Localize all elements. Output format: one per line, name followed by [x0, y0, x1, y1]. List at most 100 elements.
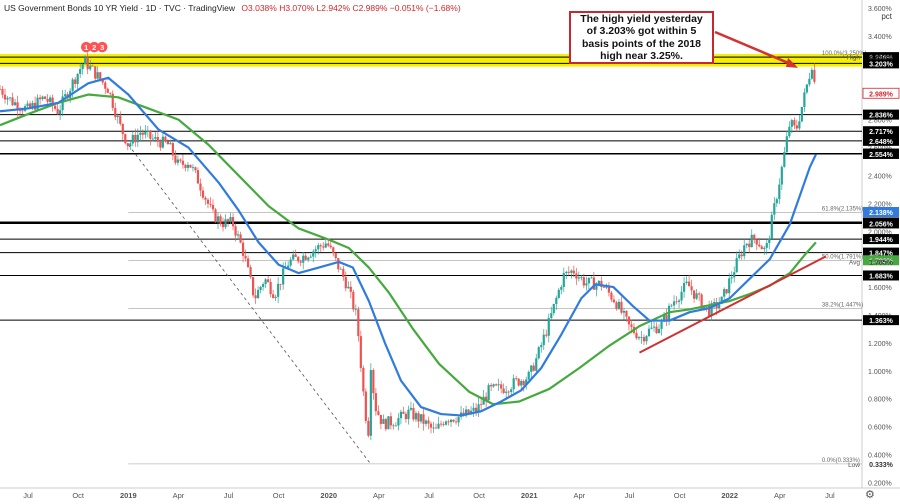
level-badge — [863, 135, 899, 146]
candle-body — [274, 296, 277, 298]
callout-arrow — [714, 30, 796, 67]
candle-body — [199, 183, 202, 191]
value-badge-text: 1.785% — [869, 259, 894, 266]
candle-body — [540, 345, 543, 348]
candle-body — [41, 96, 44, 100]
candle-body — [454, 421, 458, 423]
candle-body — [181, 160, 185, 165]
x-tick-label: Apr — [173, 491, 185, 500]
candle-body — [775, 199, 778, 204]
y-tick-label: 2.400% — [868, 173, 892, 180]
candle-body — [640, 337, 643, 338]
candle-body — [485, 396, 488, 401]
candle-body — [36, 97, 39, 110]
candle-body — [480, 404, 483, 406]
candle-body — [339, 268, 342, 270]
candle-body — [630, 324, 633, 327]
candle-body — [432, 427, 435, 429]
candle-body — [81, 64, 84, 70]
candle-body — [89, 65, 92, 70]
candle-body — [161, 136, 164, 148]
candle-body — [51, 97, 54, 106]
candle-body — [214, 209, 217, 223]
candle-body — [693, 290, 696, 299]
level-badge — [863, 148, 899, 159]
y-tick-label: 1.000% — [868, 369, 892, 376]
candle-body — [131, 134, 134, 144]
candle-body — [449, 419, 453, 423]
candle-body — [166, 141, 169, 145]
candle-body — [477, 404, 480, 413]
moving-average-fast — [0, 76, 817, 417]
top-marker-label: 1 — [84, 43, 88, 52]
top-marker-label: 2 — [92, 43, 96, 52]
settings-gear-icon[interactable]: ⚙ — [865, 489, 875, 501]
candle-body — [389, 416, 393, 426]
x-tick-label: 2019 — [120, 491, 137, 500]
candle-body — [552, 303, 555, 314]
candle-body — [206, 199, 210, 204]
candle-body — [652, 326, 656, 328]
level-badge-text: 1.683% — [869, 273, 894, 280]
x-tick-label: Apr — [373, 491, 385, 500]
candle-body — [522, 381, 525, 385]
candle-body — [437, 423, 440, 429]
candle-body — [44, 96, 47, 99]
candle-body — [184, 164, 187, 168]
candle-body — [156, 137, 159, 142]
level-badge — [863, 234, 899, 245]
candle-body — [224, 219, 227, 228]
candle-body — [505, 391, 508, 393]
candle-body — [414, 413, 418, 420]
candle-body — [289, 259, 292, 266]
level-badge — [863, 109, 899, 120]
top-marker-circle — [89, 41, 100, 53]
candle-body — [6, 97, 9, 100]
fib-level-label: 0.0%(0.333%) — [822, 458, 860, 464]
candle-body — [793, 120, 796, 126]
candle-body — [637, 337, 641, 339]
candle-body — [687, 281, 691, 287]
level-badge — [863, 58, 899, 69]
candle-body — [560, 287, 563, 290]
level-badge-text: 2.056% — [869, 221, 894, 228]
candle-body — [728, 278, 731, 294]
candle-body — [788, 126, 791, 137]
candle-body — [259, 286, 262, 290]
candle-body — [364, 391, 367, 421]
candle-body — [94, 66, 97, 79]
candle-body — [743, 245, 746, 257]
candle-body — [136, 134, 139, 143]
level-badge — [863, 315, 899, 326]
candle-body — [49, 97, 52, 102]
candle-body — [813, 69, 816, 82]
candle-body — [542, 334, 545, 346]
candle-body — [324, 243, 327, 248]
candle-body — [319, 245, 322, 247]
level-badge-text: 1.363% — [869, 318, 894, 325]
candle-body — [369, 370, 372, 436]
candle-body — [302, 255, 305, 263]
candle-body — [725, 289, 728, 294]
candle-body — [500, 384, 503, 389]
candle-body — [597, 280, 600, 285]
candle-body — [682, 283, 686, 292]
candle-body — [11, 97, 14, 106]
level-badge — [863, 52, 899, 63]
candle-body — [3, 94, 7, 100]
candle-body — [116, 115, 119, 118]
candle-body — [362, 367, 365, 392]
candle-body — [374, 393, 377, 412]
candle-body — [512, 378, 515, 390]
level-badge — [863, 270, 899, 281]
candle-body — [372, 370, 375, 394]
candle-body — [537, 347, 540, 359]
x-tick-label: Oct — [72, 491, 85, 500]
candle-body — [121, 123, 124, 135]
candle-body — [282, 268, 285, 285]
candle-body — [502, 388, 505, 393]
candle-body — [322, 246, 325, 248]
candle-body — [1, 89, 4, 95]
candle-body — [412, 407, 415, 420]
